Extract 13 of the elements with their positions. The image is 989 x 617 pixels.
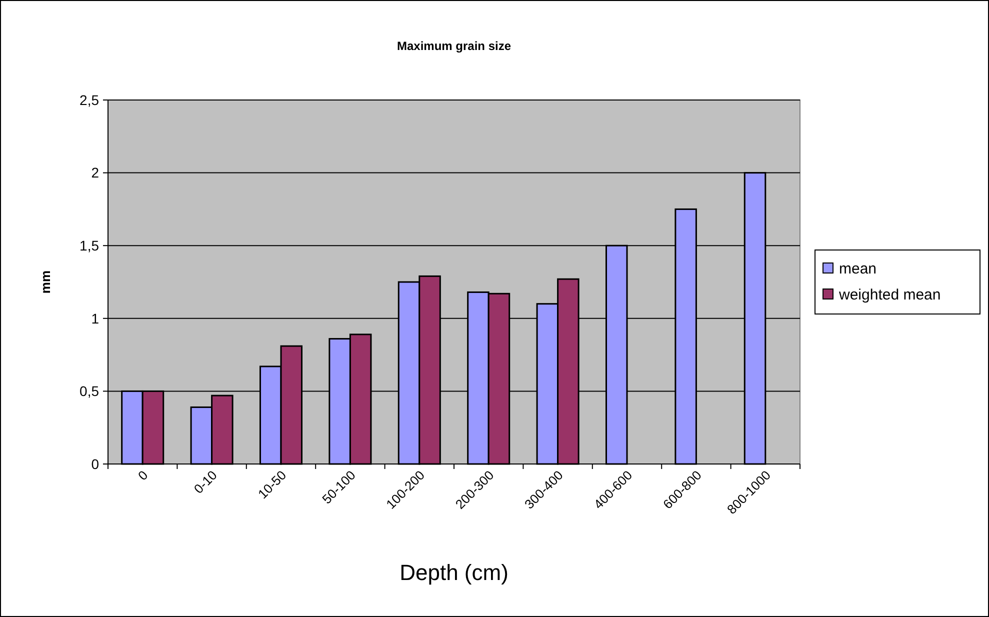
y-axis-title: mm <box>38 270 53 294</box>
legend-label: weighted mean <box>838 286 941 304</box>
chart-title: Maximum grain size <box>396 39 512 53</box>
y-tick-label: 2,5 <box>80 92 100 108</box>
y-tick-label: 1,5 <box>80 238 100 254</box>
y-tick-label: 0,5 <box>80 383 100 400</box>
x-tick-label: 0-10 <box>190 468 220 497</box>
y-tick-label: 0 <box>91 456 100 472</box>
y-tick-label: 1 <box>91 310 100 326</box>
x-axis-title: Depth (cm) <box>400 560 508 585</box>
legend-label: mean <box>839 260 877 278</box>
x-tick-label: 0 <box>135 468 151 484</box>
y-tick-label: 2 <box>91 164 100 181</box>
